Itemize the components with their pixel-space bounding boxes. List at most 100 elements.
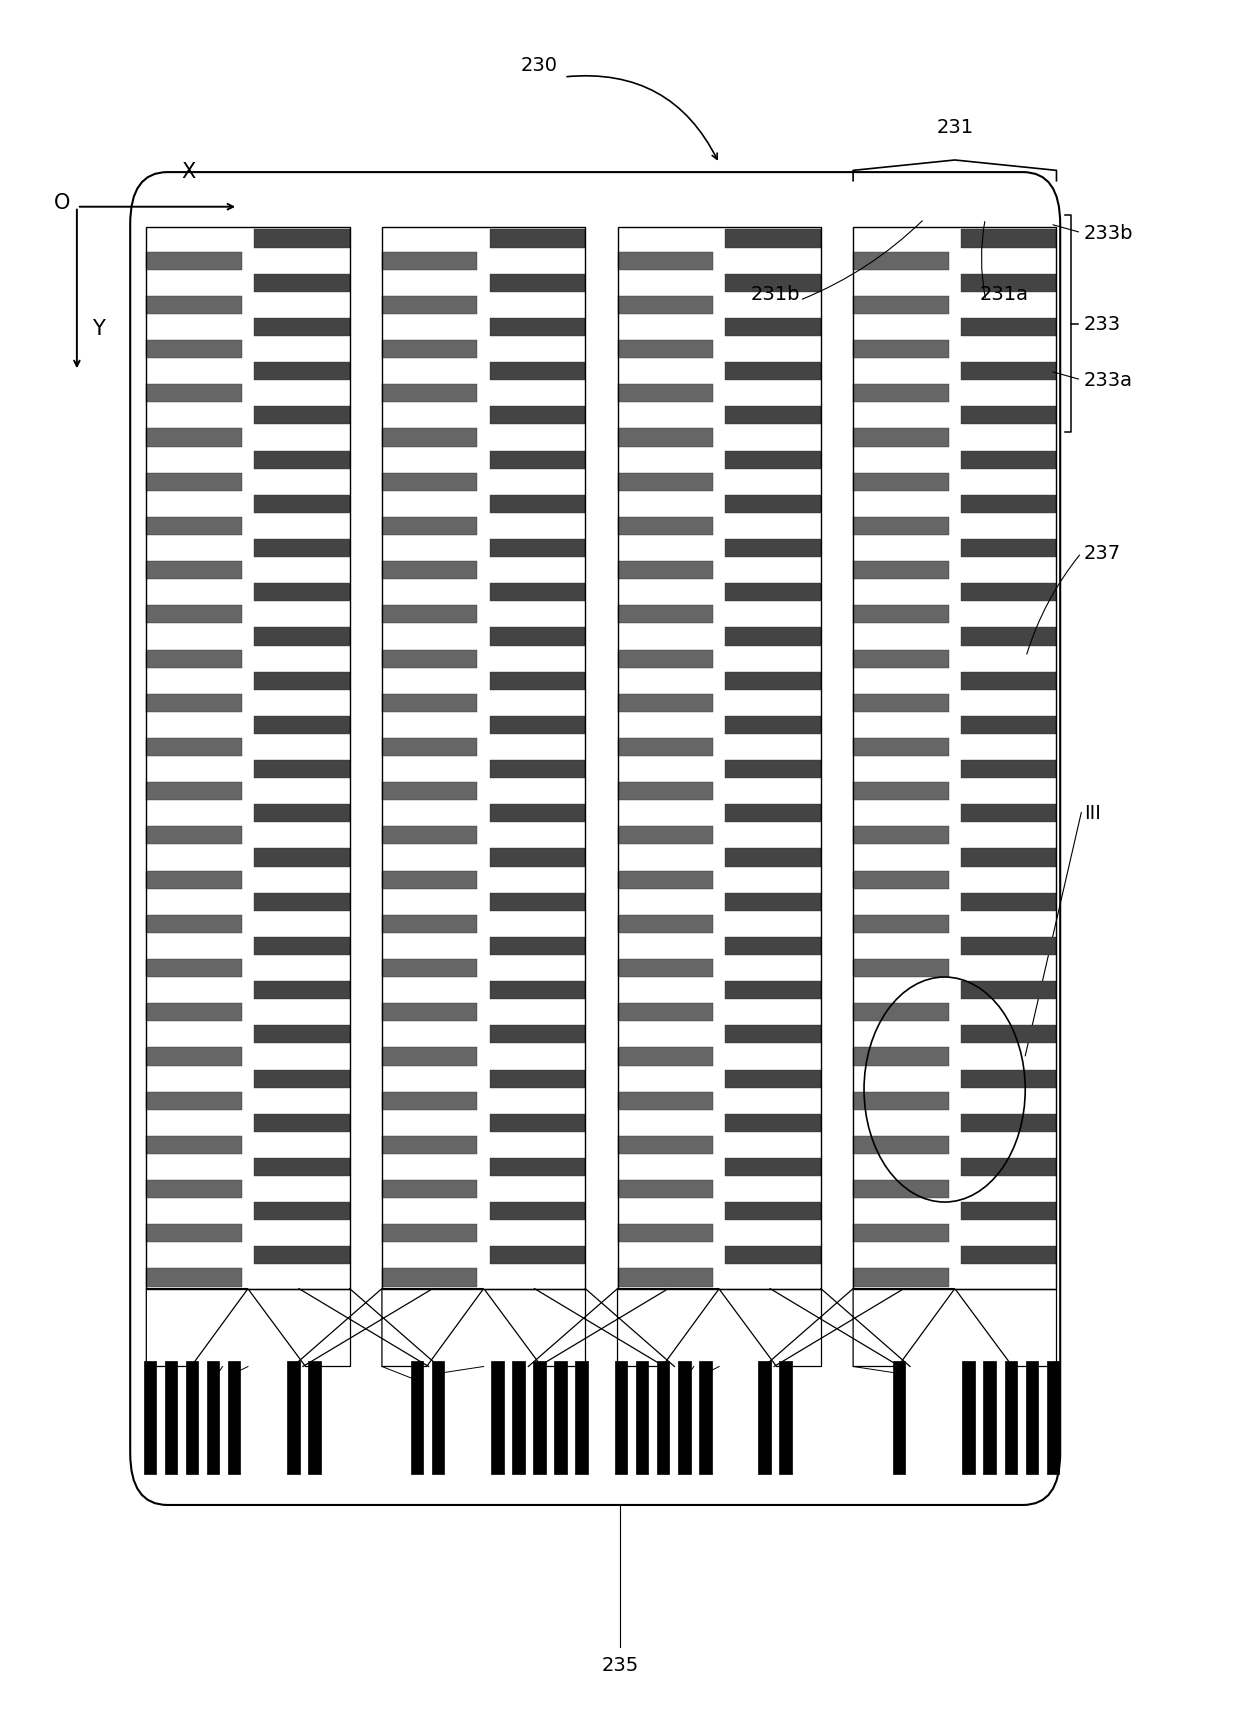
Polygon shape <box>484 1289 585 1367</box>
Bar <box>961 849 1056 867</box>
Bar <box>725 230 821 249</box>
Bar <box>490 1247 585 1265</box>
Bar <box>759 1362 771 1474</box>
Bar <box>1004 1362 1017 1474</box>
Bar <box>254 275 350 292</box>
Bar <box>618 782 713 801</box>
Bar <box>146 739 242 756</box>
Polygon shape <box>146 1289 248 1367</box>
Bar <box>699 1362 712 1474</box>
Text: 235: 235 <box>601 1656 639 1673</box>
Bar <box>853 228 1056 1289</box>
Bar <box>618 1137 713 1154</box>
Polygon shape <box>382 1289 484 1367</box>
Bar <box>490 1114 585 1131</box>
Bar <box>512 1362 525 1474</box>
Bar <box>725 583 821 602</box>
Bar <box>618 1048 713 1066</box>
Bar <box>725 893 821 912</box>
Bar <box>725 1114 821 1131</box>
Bar <box>382 429 477 448</box>
Bar <box>961 761 1056 779</box>
Bar <box>725 849 821 867</box>
Bar <box>146 253 242 270</box>
Bar <box>961 1114 1056 1131</box>
Bar <box>618 296 713 315</box>
Bar <box>618 253 713 270</box>
Bar <box>146 1268 242 1287</box>
Bar <box>678 1362 691 1474</box>
Bar <box>554 1362 567 1474</box>
Bar <box>490 1159 585 1176</box>
Text: 237: 237 <box>1084 545 1121 562</box>
Bar <box>254 673 350 690</box>
Bar <box>254 407 350 426</box>
Bar <box>725 1247 821 1265</box>
Bar <box>780 1362 792 1474</box>
Bar <box>382 606 477 625</box>
Bar <box>853 1180 949 1199</box>
Bar <box>382 782 477 801</box>
Bar <box>961 1026 1056 1043</box>
Bar <box>382 1180 477 1199</box>
Bar <box>309 1362 321 1474</box>
Bar <box>382 1092 477 1111</box>
Bar <box>725 1159 821 1176</box>
Bar <box>961 452 1056 469</box>
Bar <box>146 960 242 977</box>
Bar <box>254 1202 350 1221</box>
Bar <box>618 1268 713 1287</box>
Bar <box>533 1362 546 1474</box>
Bar <box>146 650 242 668</box>
Bar <box>961 275 1056 292</box>
Bar <box>961 1202 1056 1221</box>
Polygon shape <box>955 1289 1056 1367</box>
Bar <box>853 694 949 713</box>
Bar <box>382 650 477 668</box>
Bar <box>490 540 585 557</box>
Bar <box>491 1362 503 1474</box>
Bar <box>490 628 585 645</box>
Bar <box>254 452 350 469</box>
Bar <box>382 872 477 889</box>
Bar <box>254 540 350 557</box>
Bar <box>382 562 477 580</box>
Bar <box>146 517 242 536</box>
Bar <box>853 562 949 580</box>
Text: 231: 231 <box>936 118 973 137</box>
Bar <box>288 1362 300 1474</box>
Bar <box>853 386 949 403</box>
Text: 231a: 231a <box>980 285 1029 303</box>
Bar <box>853 782 949 801</box>
Bar <box>725 495 821 514</box>
Bar <box>490 452 585 469</box>
Bar <box>725 1026 821 1043</box>
Bar <box>254 230 350 249</box>
Bar <box>490 1069 585 1088</box>
FancyBboxPatch shape <box>130 173 1060 1505</box>
Bar <box>146 872 242 889</box>
Bar <box>853 1137 949 1154</box>
Bar <box>490 804 585 823</box>
Bar <box>853 429 949 448</box>
Bar <box>382 694 477 713</box>
Bar <box>382 228 585 1289</box>
Bar <box>962 1362 975 1474</box>
Bar <box>618 1225 713 1242</box>
Bar <box>490 716 585 735</box>
Bar <box>490 981 585 1000</box>
Bar <box>146 228 350 1289</box>
Bar <box>725 1202 821 1221</box>
Bar <box>853 517 949 536</box>
Bar <box>618 872 713 889</box>
Bar <box>725 540 821 557</box>
Bar <box>853 739 949 756</box>
Bar <box>618 827 713 844</box>
Bar <box>382 474 477 491</box>
Bar <box>146 341 242 358</box>
Bar <box>490 938 585 955</box>
Bar <box>146 606 242 625</box>
Polygon shape <box>248 1289 350 1367</box>
Bar <box>146 386 242 403</box>
Bar <box>207 1362 219 1474</box>
